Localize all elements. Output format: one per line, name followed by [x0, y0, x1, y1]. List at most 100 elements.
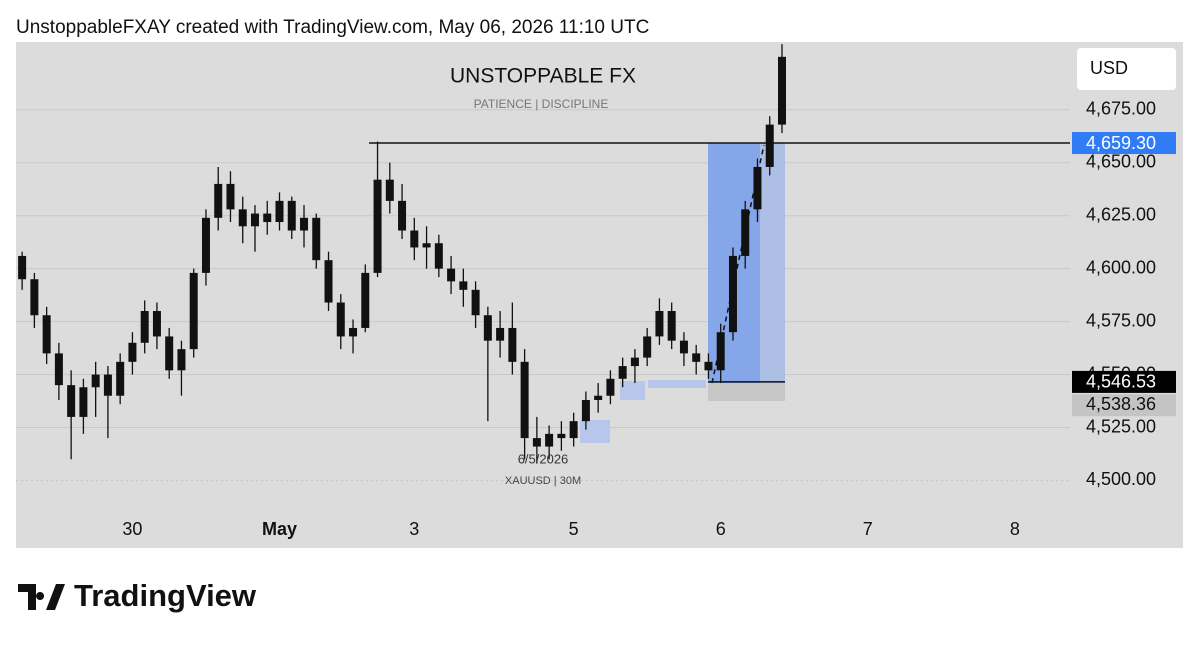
candle-body	[67, 385, 76, 417]
candle-body	[459, 281, 468, 290]
candle-body	[201, 217, 210, 273]
logo-mark	[18, 584, 65, 610]
y-tick-label: 4,500.00	[1086, 469, 1156, 489]
candle-body	[496, 327, 505, 341]
candle-body	[287, 200, 296, 231]
logo-text: TradingView	[74, 578, 257, 613]
candle-body	[238, 209, 247, 227]
candle-body	[643, 336, 652, 358]
symbol-label: XAUUSD | 30M	[505, 475, 581, 487]
candle-body	[704, 361, 713, 371]
candle-body	[692, 353, 701, 362]
candle-body	[385, 179, 394, 201]
price-label: 4,546.53	[1086, 372, 1156, 392]
stop-zone	[708, 383, 785, 401]
candle-body	[79, 387, 88, 417]
chart-title: UNSTOPPABLE FX	[450, 65, 636, 88]
candle-body	[532, 438, 541, 447]
candle-body	[434, 243, 443, 269]
candle-body	[165, 336, 174, 371]
candle-body	[630, 357, 639, 367]
candle-body	[594, 395, 603, 400]
candle-body	[275, 200, 284, 223]
candle-body	[349, 327, 358, 337]
candle-body	[361, 272, 370, 328]
candle-body	[226, 183, 235, 210]
candle-body	[483, 315, 492, 341]
x-tick-label: 30	[122, 519, 142, 539]
candle-body	[447, 268, 456, 282]
candle-body	[30, 279, 39, 316]
zone	[648, 380, 706, 388]
candle-body	[410, 230, 419, 248]
price-label: 4,659.30	[1086, 133, 1156, 153]
candle-body	[606, 378, 615, 396]
y-tick-label: 4,575.00	[1086, 310, 1156, 330]
zone	[580, 420, 610, 443]
candle-body	[753, 166, 762, 210]
price-label-box	[1072, 394, 1176, 417]
projection-line	[711, 144, 765, 384]
candle-body	[557, 433, 566, 439]
candle-body	[508, 327, 517, 362]
zone	[620, 381, 645, 400]
candle-body	[336, 302, 345, 337]
candle-body	[667, 311, 676, 341]
candle-body	[152, 311, 161, 337]
candle-body	[765, 124, 774, 167]
candle-body	[128, 342, 137, 362]
candle-body	[42, 315, 51, 354]
candle-body	[716, 332, 725, 371]
candle-body	[54, 353, 63, 386]
y-tick-label: 4,600.00	[1086, 257, 1156, 277]
y-tick-label: 4,675.00	[1086, 99, 1156, 119]
x-tick-label: 6	[716, 519, 726, 539]
date-label: 6/5/2026	[518, 451, 569, 466]
logo: TradingView	[18, 578, 257, 613]
currency-box[interactable]	[1077, 48, 1176, 90]
candle-body	[471, 289, 480, 316]
x-tick-label: 5	[569, 519, 579, 539]
y-tick-label: 4,650.00	[1086, 151, 1156, 171]
price-label-box	[1072, 370, 1176, 393]
price-label-box	[1072, 132, 1176, 155]
candle-body	[324, 260, 333, 303]
candle-body	[177, 349, 186, 371]
candle-body	[520, 361, 529, 439]
candle-body	[679, 340, 688, 354]
candle-body	[91, 374, 100, 388]
candle-body	[728, 255, 737, 333]
y-tick-label: 4,625.00	[1086, 204, 1156, 224]
candle-body	[140, 311, 149, 343]
candle-body	[545, 433, 554, 447]
candle-body	[422, 243, 431, 248]
currency[interactable]: USD	[1090, 58, 1128, 78]
chart-subtitle: PATIENCE | DISCIPLINE	[474, 97, 609, 111]
candle-body	[618, 366, 627, 379]
candle-body	[312, 217, 321, 261]
header: UnstoppableFXAY created with TradingView…	[16, 17, 649, 38]
candle-body	[189, 272, 198, 350]
candle-body	[569, 421, 578, 439]
candle-body	[116, 361, 125, 396]
candle-body	[214, 183, 223, 218]
candle-body	[263, 213, 272, 223]
candle-body	[300, 217, 309, 231]
x-tick-label: 8	[1010, 519, 1020, 539]
x-tick-label: 3	[409, 519, 419, 539]
candle-body	[655, 311, 664, 337]
price-label: 4,538.36	[1086, 394, 1156, 414]
y-tick-label: 4,525.00	[1086, 416, 1156, 436]
candle-body	[250, 213, 259, 227]
x-tick-label: May	[262, 519, 297, 539]
candle-body	[373, 179, 382, 273]
candle-body	[18, 255, 27, 280]
plot-background	[16, 42, 1183, 548]
candle-body	[581, 399, 590, 422]
candle-body	[398, 200, 407, 231]
x-tick-label: 7	[863, 519, 873, 539]
candle-body	[777, 56, 786, 125]
candle-body	[103, 374, 112, 396]
